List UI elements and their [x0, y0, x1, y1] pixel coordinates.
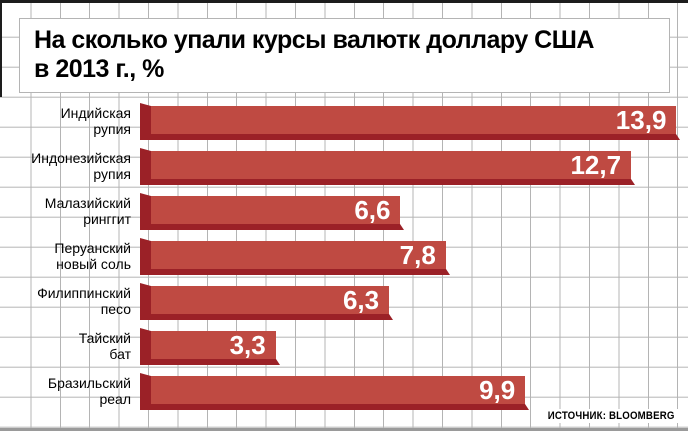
bar-value-label: 12,7	[570, 150, 622, 180]
category-label: Филиппинский песо	[0, 285, 140, 317]
bar: 6,6	[140, 193, 405, 230]
category-label-line1: Индийская	[60, 105, 131, 121]
bar-value-label: 7,8	[399, 240, 436, 270]
category-label-line1: Перуанский	[54, 240, 131, 256]
category-label-line1: Индонезийская	[31, 150, 131, 166]
chart-row: Тайский бат 3,3	[0, 324, 688, 369]
bottom-border	[0, 428, 688, 431]
category-label: Тайский бат	[0, 330, 140, 362]
chart-row: Индийская рупия 13,9	[0, 99, 688, 144]
category-label-line1: Тайский	[78, 330, 131, 346]
category-label: Бразильский реал	[0, 375, 140, 407]
category-label-line2: рупия	[93, 120, 131, 137]
chart-title-line1: На сколько упали курсы валютк доллару СШ…	[34, 26, 594, 54]
category-label-line2: песо	[100, 300, 131, 317]
chart-area: Индийская рупия 13,9 Индонезийская рупия…	[0, 99, 688, 414]
chart-row: Перуанский новый соль 7,8	[0, 234, 688, 279]
category-label-line2: реал	[99, 390, 131, 407]
bar: 9,9	[140, 373, 530, 410]
chart-row: Бразильский реал 9,9	[0, 369, 688, 414]
category-label-line2: ринггит	[83, 210, 131, 227]
chart-row: Индонезийская рупия 12,7	[0, 144, 688, 189]
category-label: Индийская рупия	[0, 105, 140, 137]
bar-value-label: 3,3	[229, 330, 266, 360]
category-label-line2: новый соль	[56, 255, 131, 272]
category-label-line2: рупия	[93, 165, 131, 182]
category-label-line1: Бразильский	[47, 375, 131, 391]
chart-title-line2: в 2013 г., %	[34, 55, 164, 83]
bar: 13,9	[140, 103, 681, 140]
source-label: ИСТОЧНИК: BLOOMBERG	[544, 409, 678, 423]
bar-value-label: 6,6	[354, 195, 391, 225]
bar: 6,3	[140, 283, 394, 320]
title-box: На сколько упали курсы валютк доллару СШ…	[19, 18, 670, 93]
bar: 12,7	[140, 148, 636, 185]
category-label-line1: Малазийский	[44, 195, 131, 211]
bar-value-label: 13,9	[615, 105, 667, 135]
chart-row: Филиппинский песо 6,3	[0, 279, 688, 324]
category-label: Малазийский ринггит	[0, 195, 140, 227]
chart-row: Малазийский ринггит 6,6	[0, 189, 688, 234]
category-label: Индонезийская рупия	[0, 150, 140, 182]
bar: 3,3	[140, 328, 280, 365]
category-label: Перуанский новый соль	[0, 240, 140, 272]
top-border	[0, 0, 688, 3]
bar-value-label: 9,9	[479, 375, 516, 405]
bar: 7,8	[140, 238, 450, 275]
category-label-line2: бат	[109, 345, 131, 362]
bar-value-label: 6,3	[342, 285, 380, 315]
category-label-line1: Филиппинский	[37, 285, 131, 301]
left-border-accent	[0, 0, 2, 97]
